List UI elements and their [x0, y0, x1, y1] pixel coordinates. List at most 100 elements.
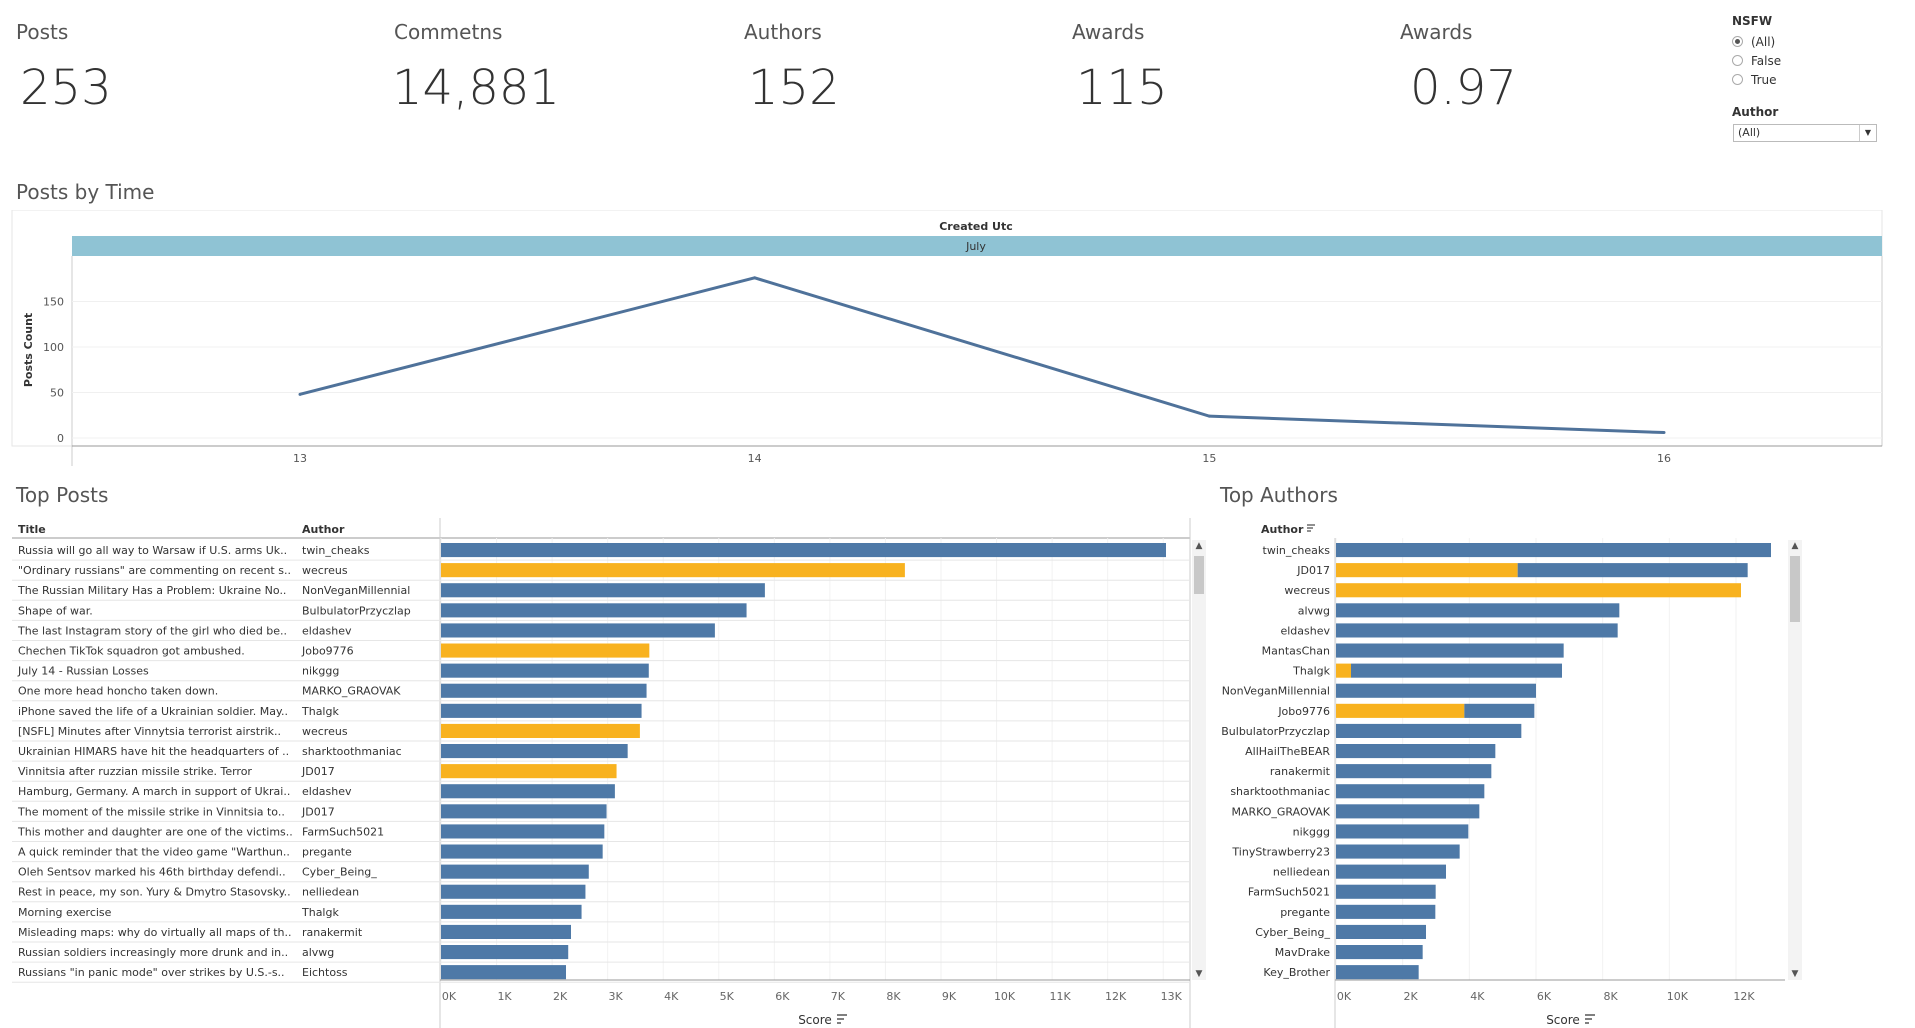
score-bar[interactable] [1336, 965, 1419, 980]
score-bar[interactable] [441, 824, 605, 839]
table-row[interactable]: iPhone saved the life of a Ukrainian sol… [12, 703, 1190, 722]
radio-selected-icon[interactable] [1732, 36, 1743, 47]
author-row[interactable]: BulbulatorPrzyczlap [1221, 723, 1522, 738]
score-bar[interactable] [441, 764, 617, 779]
author-row[interactable]: Key_Brother [1263, 965, 1419, 980]
score-bar[interactable] [1351, 663, 1562, 678]
score-bar[interactable] [441, 663, 649, 678]
top-posts-scrollbar[interactable]: ▲ ▼ [1192, 540, 1206, 980]
score-bar[interactable] [441, 583, 765, 598]
score-bar[interactable] [441, 844, 603, 859]
author-row[interactable]: nikggg [1293, 824, 1469, 839]
author-row[interactable]: JD017 [1296, 563, 1748, 578]
author-row[interactable]: wecreus [1284, 583, 1741, 598]
score-bar[interactable] [441, 703, 642, 718]
top-authors-scrollbar[interactable]: ▲ ▼ [1788, 540, 1802, 980]
sort-icon[interactable] [837, 1014, 847, 1024]
author-row[interactable]: Cyber_Being_ [1255, 924, 1426, 939]
score-bar[interactable] [441, 643, 650, 658]
scroll-down-icon[interactable]: ▼ [1195, 969, 1203, 979]
sort-icon[interactable] [1585, 1014, 1595, 1024]
score-bar[interactable] [1517, 563, 1748, 578]
table-row[interactable]: Russians "in panic mode" over strikes by… [12, 965, 1190, 983]
nsfw-score-bar[interactable] [1336, 663, 1351, 678]
nsfw-option-false[interactable]: False [1732, 51, 1781, 70]
author-row[interactable]: twin_cheaks [1263, 543, 1771, 558]
score-bar[interactable] [1336, 543, 1771, 558]
score-bar[interactable] [441, 864, 589, 879]
author-row[interactable]: FarmSuch5021 [1248, 884, 1436, 899]
table-row[interactable]: Morning exercise Thalgk [12, 904, 1190, 923]
author-row[interactable]: MantasChan [1262, 643, 1564, 658]
score-bar[interactable] [441, 623, 715, 638]
table-row[interactable]: Shape of war. BulbulatorPrzyczlap [12, 603, 1190, 621]
score-bar[interactable] [441, 884, 586, 899]
author-row[interactable]: pregante [1280, 904, 1436, 919]
table-row[interactable]: Misleading maps: why do virtually all ma… [12, 924, 1190, 943]
table-row[interactable]: Russian soldiers increasingly more drunk… [12, 945, 1190, 963]
table-row[interactable]: Vinnitsia after ruzzian missile strike. … [12, 764, 1190, 782]
score-bar[interactable] [441, 744, 628, 759]
score-bar[interactable] [1336, 864, 1446, 879]
table-row[interactable]: The moment of the missile strike in Vinn… [12, 804, 1190, 822]
table-row[interactable]: "Ordinary russians" are commenting on re… [12, 563, 1190, 581]
table-row[interactable]: One more head honcho taken down. MARKO_GR… [12, 683, 1190, 702]
author-row[interactable]: TinyStrawberry23 [1231, 844, 1460, 859]
score-bar[interactable] [441, 904, 582, 919]
score-bar[interactable] [1336, 643, 1564, 658]
score-bar[interactable] [1464, 703, 1535, 718]
score-bar[interactable] [1336, 723, 1522, 738]
chevron-down-icon[interactable]: ▼ [1859, 125, 1876, 141]
radio-icon[interactable] [1732, 74, 1743, 85]
author-dropdown[interactable]: (All) ▼ [1733, 124, 1877, 142]
score-bar[interactable] [441, 945, 569, 960]
score-bar[interactable] [441, 563, 905, 578]
score-bar[interactable] [441, 965, 566, 980]
author-row[interactable]: MARKO_GRAOVAK [1231, 804, 1480, 819]
score-bar[interactable] [441, 924, 571, 939]
table-row[interactable]: The Russian Military Has a Problem: Ukra… [12, 583, 1190, 601]
score-bar[interactable] [1336, 804, 1480, 819]
table-row[interactable]: Oleh Sentsov marked his 46th birthday de… [12, 864, 1190, 883]
author-row[interactable]: eldashev [1280, 623, 1618, 638]
table-row[interactable]: This mother and daughter are one of the … [12, 824, 1190, 842]
table-row[interactable]: The last Instagram story of the girl who… [12, 623, 1190, 641]
scroll-thumb[interactable] [1790, 556, 1800, 622]
table-row[interactable]: July 14 - Russian Losses nikggg [12, 663, 1190, 682]
score-bar[interactable] [1336, 945, 1423, 960]
author-row[interactable]: sharktoothmaniac [1230, 784, 1485, 799]
author-row[interactable]: AllHailTheBEAR [1245, 744, 1496, 759]
scroll-thumb[interactable] [1194, 556, 1204, 594]
table-row[interactable]: Russia will go all way to Warsaw if U.S.… [12, 543, 1190, 561]
score-bar[interactable] [441, 804, 607, 819]
nsfw-score-bar[interactable] [1336, 703, 1465, 718]
table-row[interactable]: Hamburg, Germany. A march in support of … [12, 784, 1190, 802]
author-row[interactable]: alvwg [1298, 603, 1620, 618]
author-row[interactable]: nelliedean [1273, 864, 1446, 879]
score-bar[interactable] [1336, 904, 1436, 919]
score-bar[interactable] [1336, 844, 1460, 859]
nsfw-option-true[interactable]: True [1732, 70, 1781, 89]
score-bar[interactable] [1336, 784, 1485, 799]
score-bar[interactable] [441, 683, 647, 698]
radio-icon[interactable] [1732, 55, 1743, 66]
score-bar[interactable] [1336, 884, 1436, 899]
score-bar[interactable] [1336, 764, 1492, 779]
score-bar[interactable] [441, 723, 640, 738]
nsfw-option-all[interactable]: (All) [1732, 32, 1781, 51]
score-bar[interactable] [1336, 744, 1496, 759]
score-bar[interactable] [441, 543, 1166, 558]
score-bar[interactable] [1336, 623, 1618, 638]
author-row[interactable]: MavDrake [1275, 945, 1423, 960]
score-bar[interactable] [1336, 824, 1469, 839]
score-bar[interactable] [1336, 924, 1426, 939]
sort-icon[interactable] [1307, 524, 1315, 532]
nsfw-score-bar[interactable] [1336, 563, 1518, 578]
table-row[interactable]: Chechen TikTok squadron got ambushed. Job… [12, 643, 1190, 662]
table-row[interactable]: Ukrainian HIMARS have hit the headquarte… [12, 744, 1190, 762]
scroll-down-icon[interactable]: ▼ [1791, 969, 1799, 979]
score-bar[interactable] [441, 784, 615, 799]
author-row[interactable]: Thalgk [1292, 663, 1562, 678]
table-row[interactable]: Rest in peace, my son. Yury & Dmytro Sta… [12, 884, 1190, 903]
author-row[interactable]: NonVeganMillennial [1222, 683, 1536, 698]
